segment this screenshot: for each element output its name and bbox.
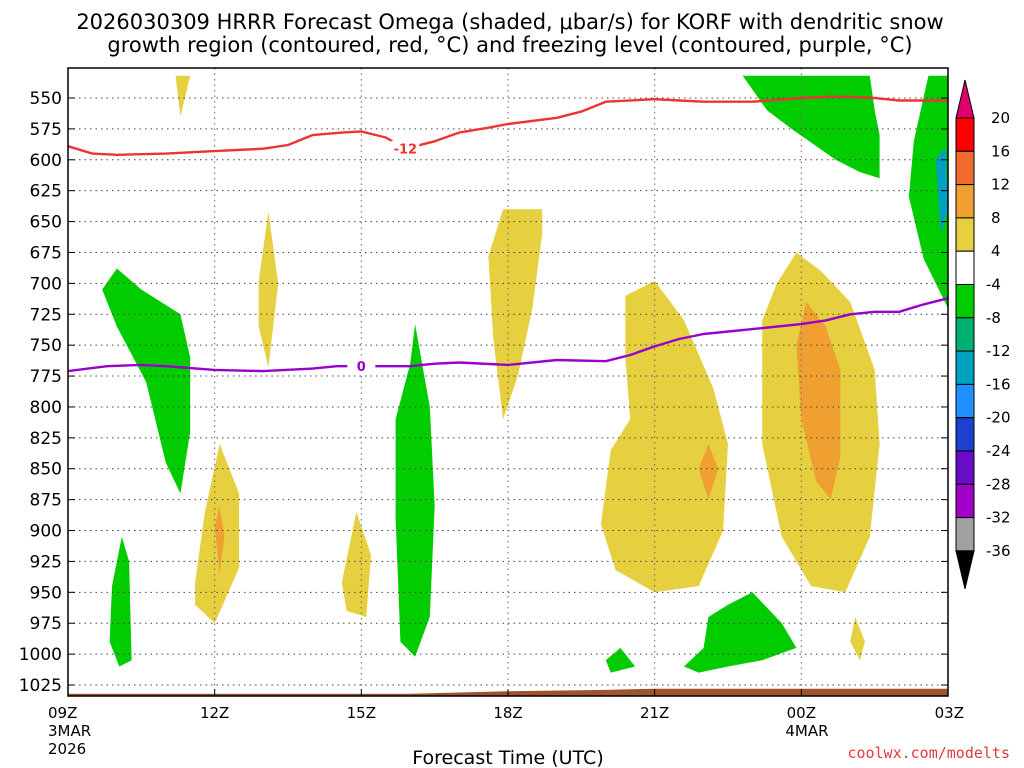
colorbar-swatch-4 bbox=[955, 217, 975, 252]
colorbar-label-20: 20 bbox=[991, 109, 1010, 127]
colorbar-label-4: 4 bbox=[991, 242, 1001, 260]
y-tick-label-725: 725 bbox=[30, 305, 62, 325]
dgz-contour-line-label: -12 bbox=[394, 143, 418, 158]
dgz-contour-line-label-bg bbox=[391, 140, 420, 157]
colorbar-swatch-11 bbox=[955, 450, 975, 485]
colorbar-label--36: -36 bbox=[986, 542, 1011, 560]
y-tick-label-1025: 1025 bbox=[19, 676, 62, 696]
y-tick-label-925: 925 bbox=[30, 552, 62, 572]
omega-region-16 bbox=[684, 592, 797, 673]
omega-region-17 bbox=[742, 75, 880, 179]
x-tick-sublabel-09Z: 3MAR bbox=[48, 722, 91, 740]
y-tick-label-1000: 1000 bbox=[19, 645, 62, 665]
colorbar-label--4: -4 bbox=[986, 276, 1001, 294]
x-tick-label-03Z: 03Z bbox=[935, 704, 964, 722]
colorbar-swatch-10 bbox=[955, 417, 975, 452]
omega-region-13 bbox=[796, 301, 841, 500]
freezing-level-line bbox=[68, 297, 948, 373]
omega-region-1 bbox=[175, 75, 191, 117]
colorbar-swatch-5 bbox=[955, 250, 975, 285]
colorbar-swatch-13 bbox=[955, 517, 975, 552]
contour-lines: -12 0 bbox=[68, 95, 948, 375]
y-tick-label-700: 700 bbox=[30, 274, 62, 294]
colorbar-swatch-1 bbox=[955, 117, 975, 152]
colorbar-swatch-6 bbox=[955, 284, 975, 319]
colorbar-label-8: 8 bbox=[991, 209, 1001, 227]
x-tick-label-09Z: 09Z bbox=[48, 704, 77, 722]
x-tick-label-12Z: 12Z bbox=[200, 704, 229, 722]
x-tick-label-15Z: 15Z bbox=[347, 704, 376, 722]
colorbar-label--8: -8 bbox=[986, 309, 1001, 327]
y-tick-label-975: 975 bbox=[30, 614, 62, 634]
colorbar-label-12: 12 bbox=[991, 176, 1010, 194]
y-tick-label-850: 850 bbox=[30, 460, 62, 480]
colorbar-swatch-7 bbox=[955, 317, 975, 352]
y-tick-label-800: 800 bbox=[30, 398, 62, 418]
y-tick-label-750: 750 bbox=[30, 336, 62, 356]
y-tick-label-825: 825 bbox=[30, 429, 62, 449]
chart-title-line1: 2026030309 HRRR Forecast Omega (shaded, … bbox=[76, 10, 943, 34]
y-tick-label-675: 675 bbox=[30, 243, 62, 263]
omega-region-18 bbox=[908, 75, 948, 309]
omega-region-9 bbox=[488, 209, 543, 420]
colorbar-swatch-3 bbox=[955, 184, 975, 219]
omega-region-10 bbox=[600, 280, 728, 593]
colorbar-swatch-2 bbox=[955, 150, 975, 186]
x-tick-year-09Z: 2026 bbox=[48, 740, 86, 758]
colorbar-label--12: -12 bbox=[986, 342, 1011, 360]
colorbar-swatch-12 bbox=[955, 483, 975, 519]
y-tick-label-575: 575 bbox=[30, 120, 62, 140]
colorbar-label--28: -28 bbox=[986, 475, 1011, 493]
y-tick-label-900: 900 bbox=[30, 522, 62, 542]
omega-region-3 bbox=[258, 211, 279, 368]
colorbar-bottom-arrow bbox=[955, 550, 975, 590]
colorbar-top-arrow bbox=[955, 79, 975, 119]
colorbar-swatch-9 bbox=[955, 383, 975, 419]
colorbar-label--16: -16 bbox=[986, 375, 1011, 393]
omega-region-15 bbox=[605, 647, 636, 673]
y-tick-label-775: 775 bbox=[30, 367, 62, 387]
omega-region-14 bbox=[850, 617, 865, 661]
x-axis-label: Forecast Time (UTC) bbox=[412, 747, 603, 768]
y-tick-label-600: 600 bbox=[30, 151, 62, 171]
colorbar-label--24: -24 bbox=[986, 442, 1011, 460]
y-tick-label-950: 950 bbox=[30, 583, 62, 603]
y-tick-label-625: 625 bbox=[30, 182, 62, 202]
freezing-level-line-label-bg bbox=[347, 358, 376, 375]
omega-region-11 bbox=[698, 444, 719, 500]
x-tick-sublabel-00Z: 4MAR bbox=[785, 722, 828, 740]
colorbar-label--32: -32 bbox=[986, 509, 1011, 527]
omega-shaded-regions bbox=[102, 75, 948, 673]
colorbar-label-16: 16 bbox=[991, 142, 1010, 160]
colorbar: 20 16 12 8 4 -4 -8 -12 -16 -20 -24 -28 -32 -36 bbox=[955, 79, 1011, 590]
chart-title-line2: growth region (contoured, red, °C) and f… bbox=[107, 33, 912, 57]
dgz-contour-line bbox=[68, 95, 948, 156]
y-tick-label-550: 550 bbox=[30, 89, 62, 109]
credit-link[interactable]: coolwx.com/modelts bbox=[847, 744, 1010, 762]
omega-region-5 bbox=[214, 505, 225, 574]
y-tick-label-875: 875 bbox=[30, 491, 62, 511]
x-tick-label-21Z: 21Z bbox=[640, 704, 669, 722]
x-tick-label-18Z: 18Z bbox=[493, 704, 522, 722]
colorbar-label--20: -20 bbox=[986, 409, 1011, 427]
grid-lines bbox=[68, 68, 948, 696]
colorbar-swatch-8 bbox=[955, 350, 975, 385]
omega-region-7 bbox=[341, 512, 372, 617]
omega-region-8 bbox=[395, 324, 435, 657]
y-tick-label-650: 650 bbox=[30, 213, 62, 233]
y-axis: 550 575 600 625 650 675 700 725 750 775 800 825 850 8… bbox=[19, 89, 948, 696]
plot-area: -12 0 550 575 600 625 650 675 700 725 750 775 800 82… bbox=[19, 67, 964, 758]
freezing-level-line-label: 0 bbox=[357, 360, 366, 375]
omega-region-2 bbox=[102, 268, 191, 494]
x-tick-label-00Z: 00Z bbox=[787, 704, 816, 722]
omega-region-6 bbox=[109, 536, 132, 667]
